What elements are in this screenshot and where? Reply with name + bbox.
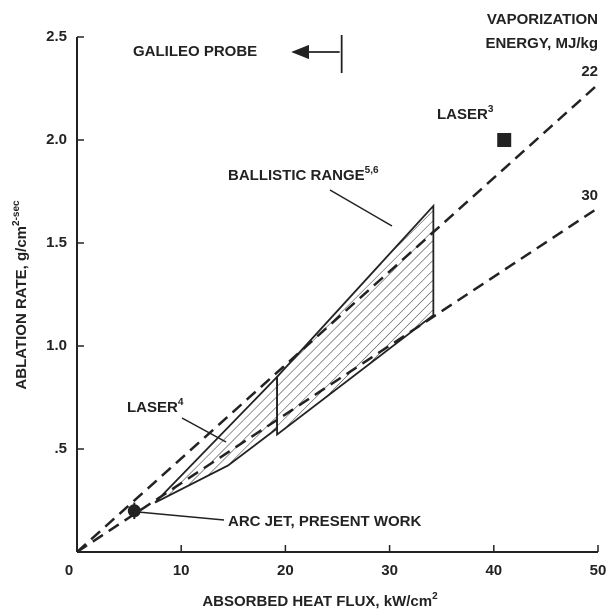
hatched-region bbox=[154, 374, 278, 504]
legend-title: VAPORIZATION bbox=[487, 11, 598, 28]
x-tick-label: 40 bbox=[485, 562, 502, 579]
region-label-sup: 4 bbox=[178, 397, 184, 408]
leader-line bbox=[329, 189, 393, 227]
energy-line bbox=[76, 83, 599, 553]
point-label: ARC JET, PRESENT WORK bbox=[228, 513, 422, 530]
point-label-text: LASER bbox=[437, 106, 488, 123]
energy-line bbox=[76, 206, 599, 554]
region-label-text: LASER bbox=[127, 399, 178, 416]
x-tick-label: 20 bbox=[277, 562, 294, 579]
leader-line bbox=[181, 417, 227, 443]
region-label-sup: 5,6 bbox=[365, 165, 379, 176]
y-tick-label: 1.5 bbox=[46, 234, 67, 251]
x-axis-label-text: ABSORBED HEAT FLUX, kW/cm bbox=[202, 593, 432, 610]
x-axis-label: ABSORBED HEAT FLUX, kW/cm2 bbox=[202, 591, 438, 610]
x-tick-label: 10 bbox=[173, 562, 190, 579]
region-label: LASER4 bbox=[127, 397, 184, 416]
y-tick-label: 1.0 bbox=[46, 337, 67, 354]
data-point bbox=[127, 504, 141, 518]
data-point bbox=[497, 133, 512, 147]
leader-line bbox=[137, 511, 225, 521]
region-label: BALLISTIC RANGE5,6 bbox=[228, 165, 379, 184]
y-tick-label: 2.0 bbox=[46, 131, 67, 148]
y-axis-label-tail: -sec bbox=[11, 200, 22, 220]
x-tick-label: 30 bbox=[381, 562, 398, 579]
hatched-region bbox=[276, 203, 435, 437]
line-label: 30 bbox=[581, 187, 598, 204]
point-label-sup: 3 bbox=[488, 104, 494, 115]
legend-title: ENERGY, MJ/kg bbox=[485, 35, 598, 52]
x-axis-label-sup: 2 bbox=[432, 591, 438, 602]
y-axis-label: ABLATION RATE, g/cm2-sec bbox=[11, 200, 30, 390]
y-tick-label: .5 bbox=[54, 440, 67, 457]
line-label: 22 bbox=[581, 63, 598, 80]
point-label-text: ARC JET, PRESENT WORK bbox=[228, 513, 422, 530]
y-axis-label-text: ABLATION RATE, g/cm bbox=[13, 226, 30, 390]
x-tick-label: 50 bbox=[590, 562, 607, 579]
y-axis-label-sup: 2 bbox=[11, 220, 22, 226]
galileo-label: GALILEO PROBE bbox=[133, 43, 257, 60]
x-tick-label: 0 bbox=[65, 562, 73, 579]
y-tick-label: 2.5 bbox=[46, 28, 67, 45]
point-label: LASER3 bbox=[437, 104, 494, 123]
region-label-text: BALLISTIC RANGE bbox=[228, 167, 365, 184]
